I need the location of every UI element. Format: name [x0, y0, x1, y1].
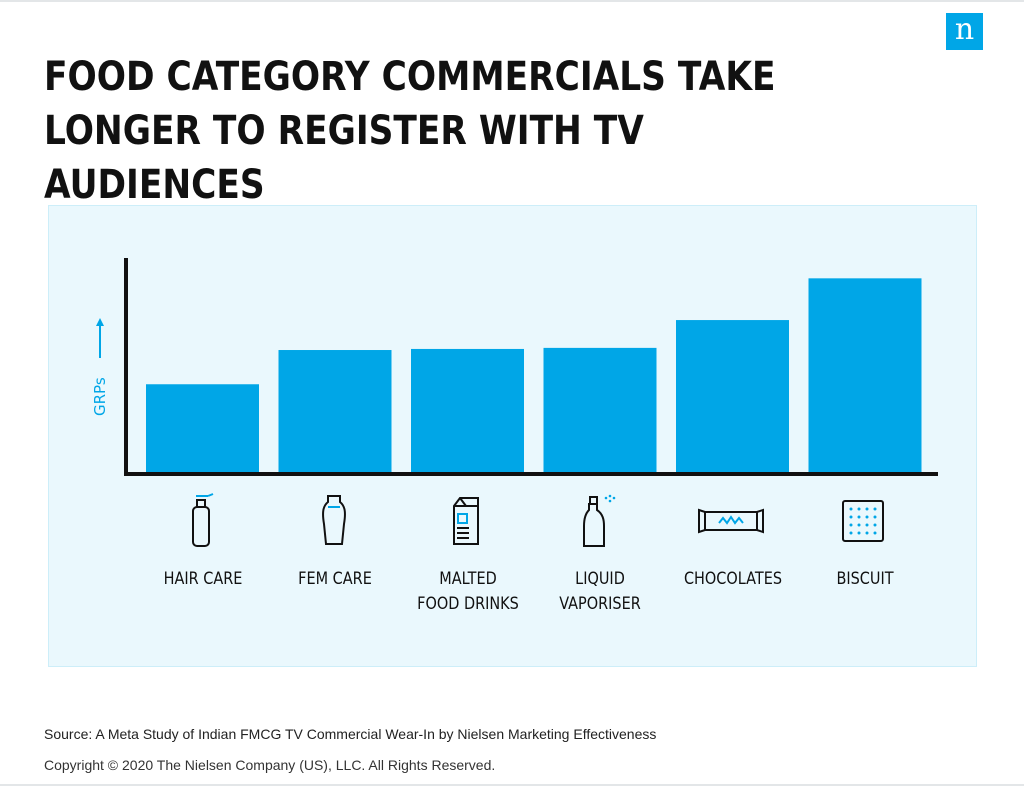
biscuit-icon	[842, 500, 884, 542]
bottom-rule	[0, 784, 1024, 786]
category-icons	[192, 493, 884, 547]
category-label-1: FEM CARE	[298, 569, 372, 589]
category-label-2: MALTED FOOD DRINKS	[416, 569, 519, 614]
copyright-note: Copyright © 2020 The Nielsen Company (US…	[44, 757, 496, 773]
bar-1	[278, 350, 392, 472]
fem-care-bottle-icon	[322, 495, 346, 545]
bar-chart: GRPs	[91, 258, 938, 547]
bar-3	[543, 347, 657, 472]
y-axis-label: GRPs	[91, 377, 109, 416]
y-axis-arrow-head	[96, 318, 104, 326]
bar-0	[146, 384, 259, 472]
chart-panel: GRPs	[48, 205, 977, 667]
y-axis-label-group: GRPs	[91, 318, 109, 416]
hair-spray-bottle-icon	[192, 493, 214, 547]
category-label-5: BISCUIT	[836, 569, 894, 589]
chart-title: FOOD CATEGORY COMMERCIALS TAKE LONGER TO…	[44, 54, 776, 208]
bar-5	[808, 278, 922, 472]
top-rule	[0, 0, 1024, 2]
category-label-0: HAIR CARE	[163, 569, 242, 589]
milk-carton-icon	[453, 497, 479, 545]
category-label-4: CHOCOLATES	[683, 569, 782, 589]
spray-bottle-icon	[583, 494, 616, 547]
chocolate-bar-icon	[698, 508, 764, 534]
bar-2	[411, 348, 524, 472]
bar-4	[676, 320, 789, 472]
logo-letter: n	[954, 12, 975, 47]
category-label-3: LIQUID VAPORISER	[559, 569, 641, 614]
source-note: Source: A Meta Study of Indian FMCG TV C…	[44, 726, 657, 742]
nielsen-logo: n	[946, 13, 983, 50]
